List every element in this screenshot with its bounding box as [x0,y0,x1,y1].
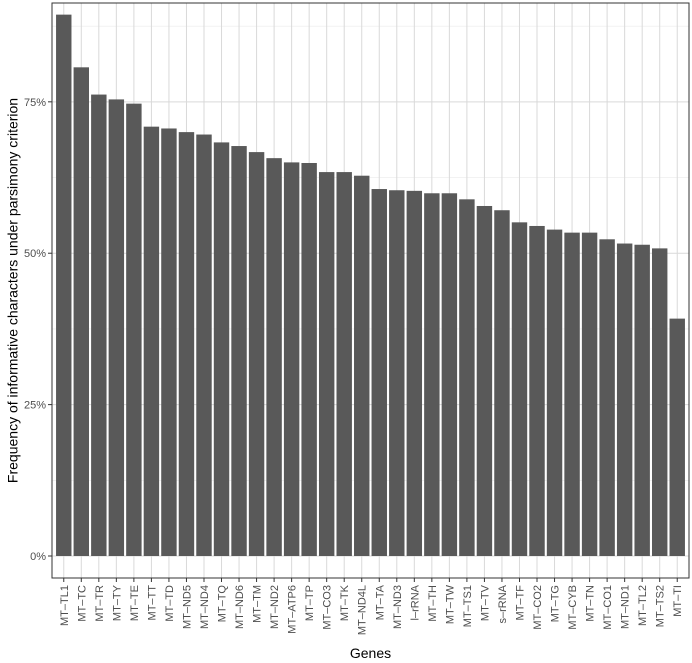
x-tick-label: MT–TP [304,585,316,621]
bar [546,229,563,556]
bar [441,193,458,556]
bar [178,132,195,556]
bar [248,152,265,556]
x-tick-label: MT–ATP6 [287,585,299,634]
bar [231,146,247,557]
x-tick-label: MT–TG [550,585,562,622]
y-tick-label: 50% [24,248,46,260]
x-tick-label: MT–TS1 [462,585,474,627]
x-tick-label: MT–TN [585,585,597,622]
bar [91,94,107,557]
bar [301,162,317,556]
x-tick-label: MT–TT [146,585,158,621]
bar [424,193,440,556]
bar [56,14,72,556]
bar [389,190,405,556]
bar [476,205,493,556]
x-tick-label: MT–TE [129,585,141,621]
panel-border [51,2,690,579]
x-tick-label: MT–ND4L [357,585,369,635]
bar [336,172,352,557]
bar [406,190,423,556]
x-tick-label: MT–ND6 [234,585,246,629]
x-tick-label: MT–TL2 [637,585,649,626]
bar [266,158,282,556]
bar [371,189,387,557]
bar [354,175,370,556]
x-tick-label: s–rRNA [497,584,509,623]
y-tick-label: 75% [24,97,46,109]
bar [108,99,125,557]
x-tick-label: MT–TW [444,584,456,624]
x-tick-label: MT–TI [672,585,684,617]
x-tick-label: MT–TM [252,585,264,623]
bar [651,248,668,556]
x-axis-ticks: MT–TL1 MT–TC MT–TR MT–TY MT–TE MT–TT MT–TD MT–N… [59,578,684,635]
bars [56,14,685,557]
bar [283,162,300,556]
x-tick-label: MT–ND1 [620,585,632,629]
x-tick-label: MT–TR [94,585,106,622]
bar [634,244,650,556]
x-tick-label: MT–TF [514,585,526,621]
bar [213,142,230,556]
x-tick-label: MT–TH [427,585,439,622]
y-axis-ticks: 0% 25% 50% 75% [24,97,52,563]
bar [161,128,177,556]
bar [616,243,633,557]
bar [581,232,598,556]
x-tick-label: l–rRNA [409,584,421,620]
bar [143,126,160,557]
bar [126,103,142,557]
x-tick-label: MT–TY [111,584,123,621]
x-tick-label: MT–ND4 [199,585,211,629]
bar [564,232,580,556]
bar [599,239,615,557]
bar [196,134,212,557]
y-tick-label: 25% [24,400,46,412]
bar [669,318,685,556]
x-tick-label: MT–TA [374,584,386,620]
x-tick-label: MT–TC [76,585,88,622]
y-axis-title: Frequency of informative characters unde… [5,98,21,483]
x-tick-label: MT–CO3 [322,585,334,630]
x-tick-label: MT–TL1 [59,585,71,626]
y-tick-label: 0% [30,551,46,563]
x-tick-label: MT–TV [479,584,491,621]
bar [318,172,335,557]
x-tick-label: MT–TD [164,585,176,622]
x-tick-label: MT–ND5 [181,585,193,629]
x-tick-label: MT–ND3 [392,585,404,629]
bar [494,210,510,556]
x-tick-label: MT–TS2 [655,585,667,627]
x-tick-label: MT–CO1 [602,585,614,630]
x-tick-label: MT–TK [339,584,351,621]
bar [511,222,528,557]
x-tick-label: MT–ND2 [269,585,281,629]
bar [529,225,545,556]
x-tick-label: MT–TQ [217,585,229,623]
bar [73,67,90,557]
bar [459,199,475,557]
x-axis-title: Genes [350,645,391,661]
x-tick-label: MT–CO2 [532,585,544,630]
x-tick-label: MT–CYB [567,585,579,630]
